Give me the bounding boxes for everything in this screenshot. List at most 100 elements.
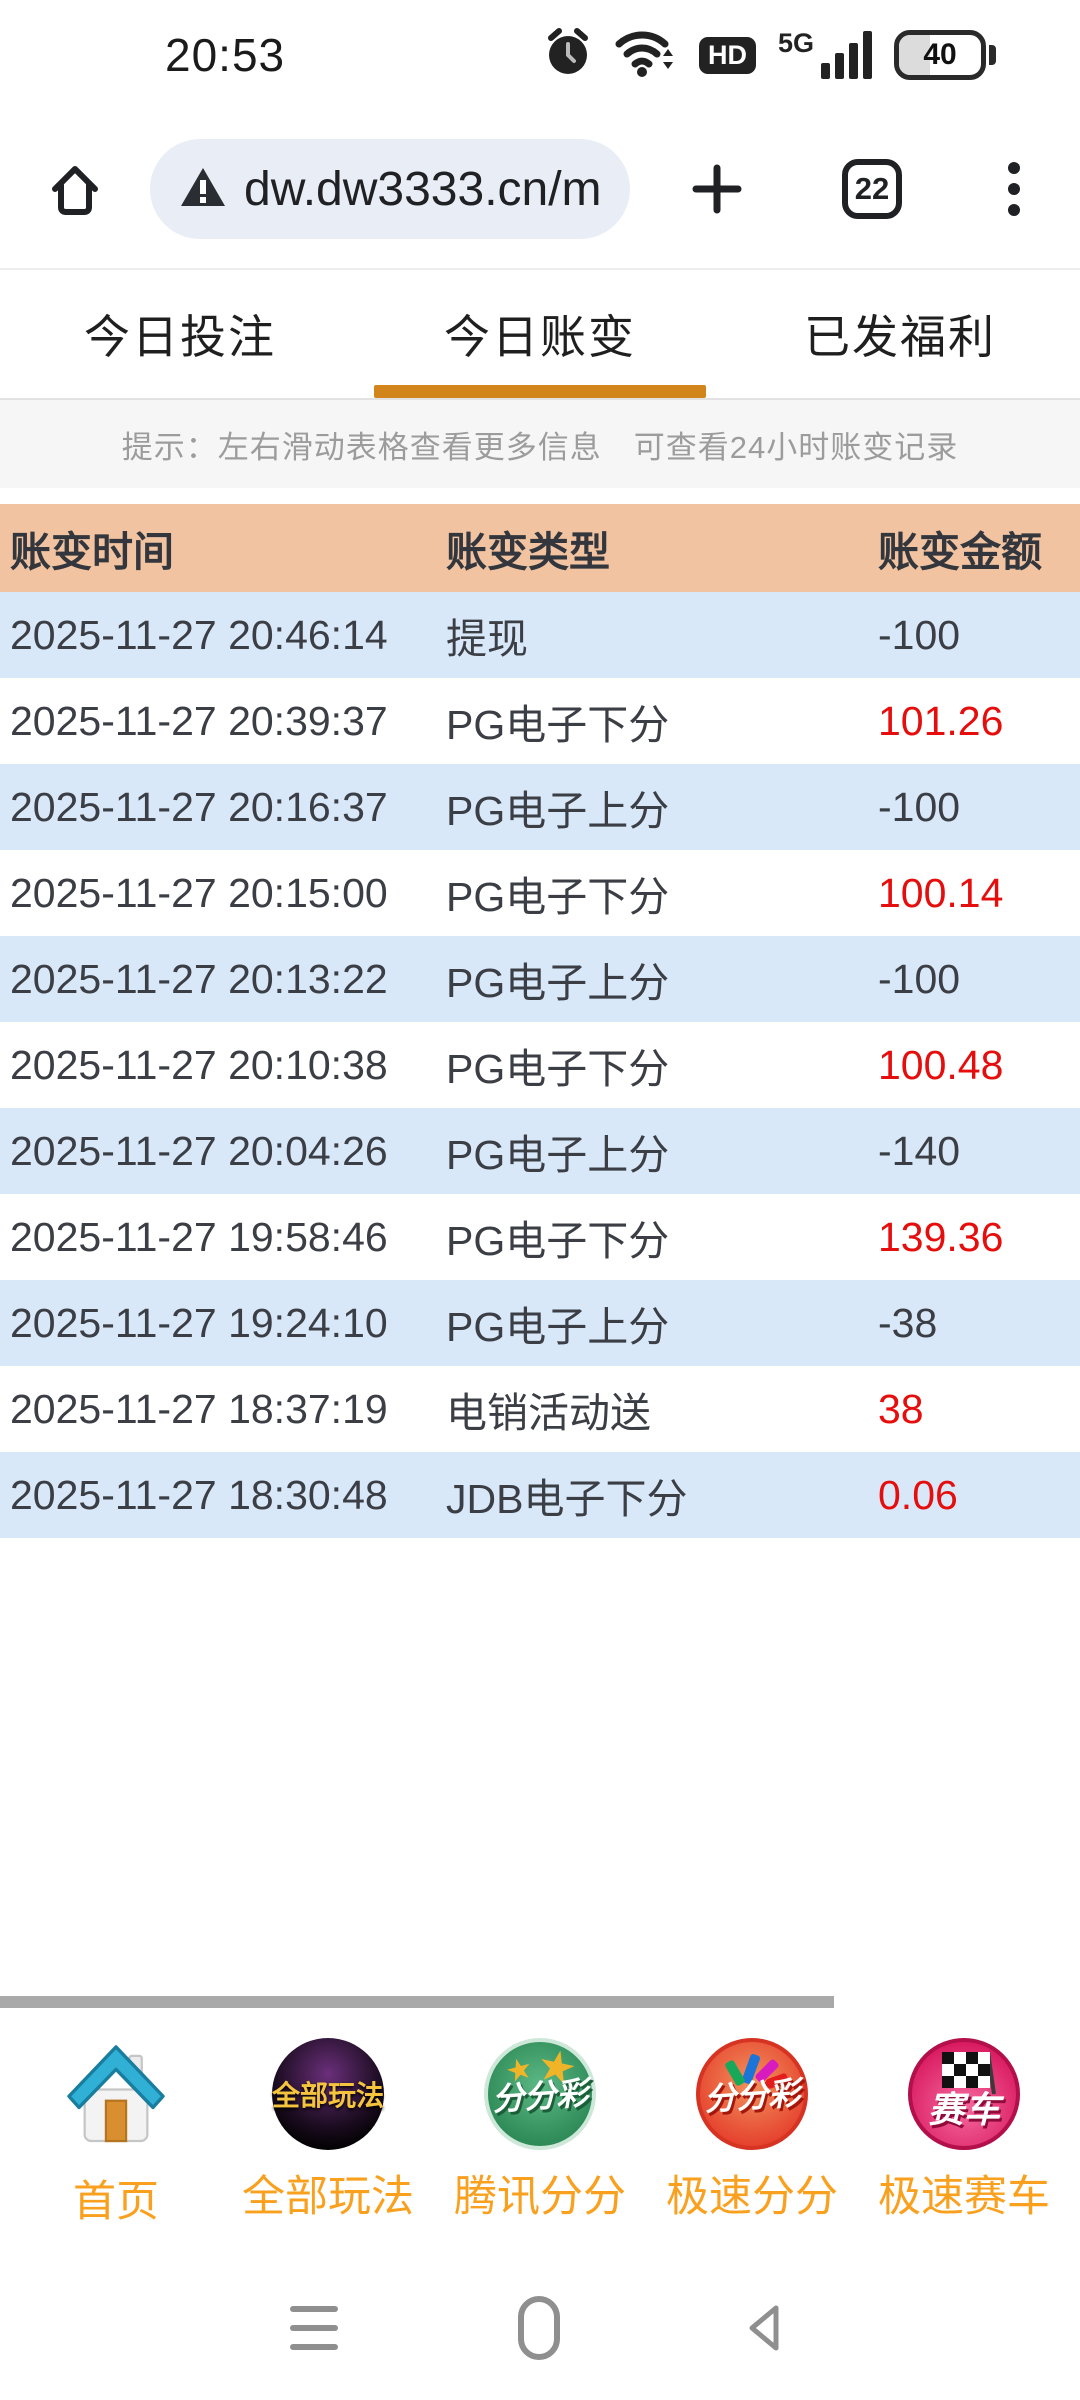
browser-toolbar: dw.dw3333.cn/m 22 bbox=[0, 110, 1080, 270]
home-button[interactable] bbox=[46, 161, 104, 217]
cell-type: PG电子上分 bbox=[446, 1132, 670, 1178]
cell-time: 2025-11-27 19:58:46 bbox=[10, 1213, 388, 1260]
warning-triangle-icon[interactable] bbox=[180, 166, 226, 213]
bottom-nav: 首页 全部玩法 全部玩法 ★ ★ 分分彩 腾讯分分 分分彩 极速分分 bbox=[0, 2008, 1080, 2258]
cell-time: 2025-11-27 18:37:19 bbox=[10, 1385, 388, 1432]
nav-item-all-games[interactable]: 全部玩法 全部玩法 bbox=[228, 2038, 428, 2224]
table-header-row: 账变时间 账变类型 账变金额 bbox=[0, 504, 1080, 592]
network-type-label: 5G bbox=[777, 28, 814, 58]
table-row: 2025-11-27 20:04:26 PG电子上分 -140 bbox=[0, 1108, 1080, 1194]
new-tab-button[interactable] bbox=[688, 160, 746, 218]
red-lottery-icon: 分分彩 bbox=[696, 2038, 808, 2150]
icon-text: 赛车 bbox=[927, 2089, 1000, 2130]
nav-label: 腾讯分分 bbox=[454, 2173, 626, 2221]
cell-type: PG电子上分 bbox=[446, 960, 670, 1006]
cell-time: 2025-11-27 20:16:37 bbox=[10, 783, 388, 830]
tab-issued-benefits[interactable]: 已发福利 bbox=[720, 270, 1080, 398]
spacer bbox=[0, 1538, 1080, 1996]
table-row: 2025-11-27 20:46:14 提现 -100 bbox=[0, 592, 1080, 678]
url-text: dw.dw3333.cn/m bbox=[244, 162, 602, 216]
tab-switcher-button[interactable]: 22 bbox=[842, 159, 902, 219]
tab-today-account-changes[interactable]: 今日账变 bbox=[360, 270, 720, 398]
icon-text: 全部玩法 bbox=[272, 2080, 385, 2111]
spacer bbox=[0, 488, 1080, 504]
racing-icon: 赛车 bbox=[908, 2038, 1020, 2150]
nav-label: 首页 bbox=[73, 2178, 159, 2226]
cell-type: PG电子下分 bbox=[446, 1046, 670, 1092]
address-bar[interactable]: dw.dw3333.cn/m bbox=[150, 139, 630, 239]
hint-text: 提示：左右滑动表格查看更多信息 可查看24小时账变记录 bbox=[121, 429, 959, 465]
all-games-icon: 全部玩法 bbox=[272, 2038, 384, 2150]
table-row: 2025-11-27 19:24:10 PG电子上分 -38 bbox=[0, 1280, 1080, 1366]
cell-amount: 139.36 bbox=[878, 1213, 1004, 1260]
nav-item-home[interactable]: 首页 bbox=[16, 2038, 216, 2229]
nav-item-speed-racing[interactable]: 赛车 极速赛车 bbox=[864, 2038, 1064, 2224]
cell-amount: -100 bbox=[878, 611, 961, 658]
nav-label: 极速赛车 bbox=[878, 2173, 1050, 2221]
battery-icon: 40 bbox=[894, 30, 996, 80]
cell-type: 电销活动送 bbox=[446, 1390, 651, 1436]
header-amount: 账变金额 bbox=[878, 529, 1042, 575]
status-bar: 20:53 HD 5G bbox=[0, 0, 1080, 110]
cell-time: 2025-11-27 20:46:14 bbox=[10, 611, 388, 658]
cell-type: 提现 bbox=[446, 616, 528, 662]
table-row: 2025-11-27 18:37:19 电销活动送 38 bbox=[0, 1366, 1080, 1452]
active-tab-underline bbox=[374, 385, 706, 398]
cell-amount: 0.06 bbox=[878, 1471, 958, 1518]
cell-type: PG电子下分 bbox=[446, 1218, 670, 1264]
home-3d-icon bbox=[60, 2038, 172, 2155]
alarm-icon bbox=[543, 27, 593, 83]
cell-time: 2025-11-27 20:04:26 bbox=[10, 1127, 388, 1174]
status-icons: HD 5G 40 bbox=[543, 27, 996, 83]
battery-percent: 40 bbox=[923, 38, 957, 71]
tab-label: 已发福利 bbox=[804, 311, 996, 363]
icon-text: 分分彩 bbox=[490, 2074, 590, 2118]
cell-amount: -38 bbox=[878, 1299, 938, 1346]
tab-label: 今日投注 bbox=[84, 311, 276, 363]
horizontal-scrollbar[interactable] bbox=[0, 1996, 834, 2008]
android-nav-bar bbox=[0, 2258, 1080, 2398]
cell-type: PG电子上分 bbox=[446, 1304, 670, 1350]
cell-time: 2025-11-27 20:10:38 bbox=[10, 1041, 388, 1088]
cell-type: PG电子下分 bbox=[446, 702, 670, 748]
android-home-button[interactable] bbox=[518, 2296, 560, 2360]
cell-amount: 101.26 bbox=[878, 697, 1004, 744]
account-change-table-body: 2025-11-27 20:46:14 提现 -100 2025-11-27 20:3… bbox=[0, 592, 1080, 1538]
table-row: 2025-11-27 20:16:37 PG电子上分 -100 bbox=[0, 764, 1080, 850]
cell-type: PG电子上分 bbox=[446, 788, 670, 834]
cell-amount: -100 bbox=[878, 955, 961, 1002]
table-row: 2025-11-27 20:15:00 PG电子下分 100.14 bbox=[0, 850, 1080, 936]
cell-time: 2025-11-27 20:13:22 bbox=[10, 955, 388, 1002]
tab-today-bets[interactable]: 今日投注 bbox=[0, 270, 360, 398]
icon-text: 分分彩 bbox=[702, 2074, 802, 2118]
table-row: 2025-11-27 20:10:38 PG电子下分 100.48 bbox=[0, 1022, 1080, 1108]
cell-time: 2025-11-27 19:24:10 bbox=[10, 1299, 388, 1346]
account-change-table[interactable]: 账变时间 账变类型 账变金额 2025-11-27 20:46:14 提现 -100… bbox=[0, 504, 1080, 1538]
cell-amount: -100 bbox=[878, 783, 961, 830]
cell-time: 2025-11-27 18:30:48 bbox=[10, 1471, 388, 1518]
tab-label: 今日账变 bbox=[444, 311, 636, 363]
browser-menu-button[interactable] bbox=[1008, 162, 1020, 216]
nav-label: 极速分分 bbox=[666, 2173, 838, 2221]
cell-time: 2025-11-27 20:15:00 bbox=[10, 869, 388, 916]
cell-amount: -140 bbox=[878, 1127, 961, 1174]
cell-amount: 100.14 bbox=[878, 869, 1004, 916]
wifi-icon bbox=[615, 28, 677, 83]
table-row: 2025-11-27 20:39:37 PG电子下分 101.26 bbox=[0, 678, 1080, 764]
table-row: 2025-11-27 20:13:22 PG电子上分 -100 bbox=[0, 936, 1080, 1022]
nav-item-tencent-ffc[interactable]: ★ ★ 分分彩 腾讯分分 bbox=[440, 2038, 640, 2224]
header-type: 账变类型 bbox=[446, 529, 610, 575]
clock: 20:53 bbox=[165, 29, 286, 81]
green-lottery-icon: ★ ★ 分分彩 bbox=[484, 2038, 596, 2150]
nav-item-speed-ffc[interactable]: 分分彩 极速分分 bbox=[652, 2038, 852, 2224]
cell-type: PG电子下分 bbox=[446, 874, 670, 920]
page-tab-bar: 今日投注 今日账变 已发福利 bbox=[0, 270, 1080, 400]
table-row: 2025-11-27 19:58:46 PG电子下分 139.36 bbox=[0, 1194, 1080, 1280]
nav-label: 全部玩法 bbox=[242, 2173, 414, 2221]
back-button[interactable] bbox=[740, 2300, 790, 2356]
cell-time: 2025-11-27 20:39:37 bbox=[10, 697, 388, 744]
recents-button[interactable] bbox=[290, 2306, 338, 2350]
cell-amount: 38 bbox=[878, 1385, 924, 1432]
cell-amount: 100.48 bbox=[878, 1041, 1004, 1088]
